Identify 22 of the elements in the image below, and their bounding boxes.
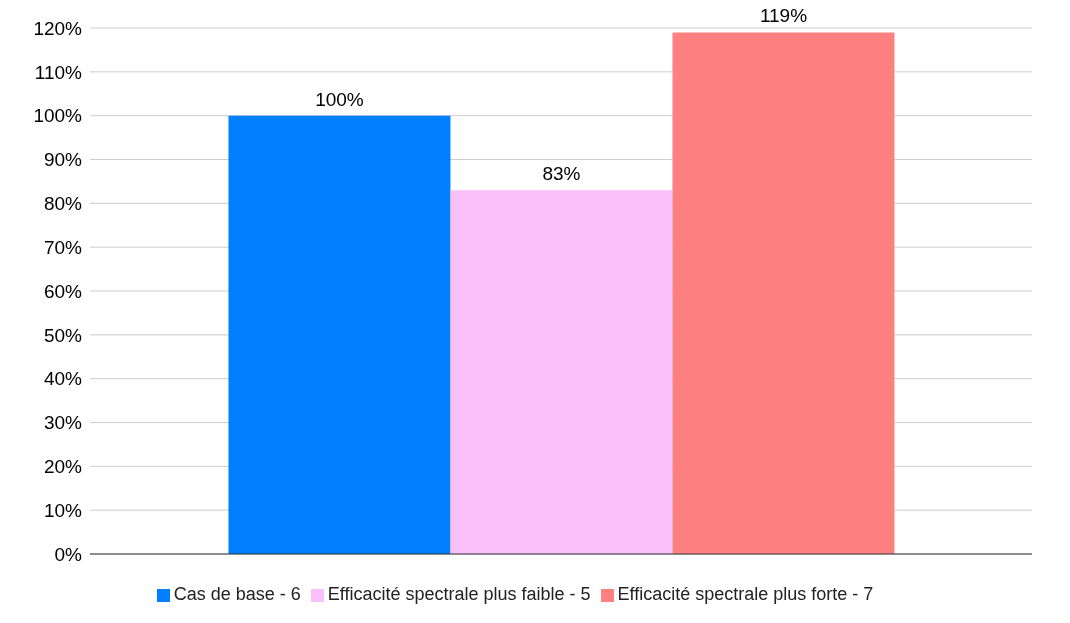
y-tick-label: 60% [43, 280, 83, 302]
y-tick-label: 10% [43, 499, 83, 521]
y-tick-label: 30% [43, 412, 83, 434]
legend-label: Efficacité spectrale plus forte - 7 [617, 584, 874, 604]
y-tick-label: 50% [43, 324, 83, 346]
y-tick-label: 70% [43, 236, 83, 258]
bar [228, 115, 451, 554]
y-tick-label: 20% [43, 456, 83, 478]
y-tick-label: 110% [34, 61, 83, 83]
legend-label: Efficacité spectrale plus faible - 5 [327, 584, 591, 604]
bar [672, 32, 895, 554]
data-label: 83% [542, 163, 581, 185]
y-tick-label: 120% [33, 17, 83, 39]
data-label: 100% [315, 88, 364, 110]
y-tick-label: 90% [43, 149, 83, 171]
legend-label: Cas de base - 6 [173, 584, 301, 604]
y-tick-label: 0% [54, 543, 83, 565]
bar [450, 190, 673, 554]
data-label: 119% [759, 5, 808, 27]
y-tick-label: 100% [33, 105, 83, 127]
y-tick-label: 40% [43, 368, 83, 390]
y-tick-label: 80% [43, 193, 83, 215]
